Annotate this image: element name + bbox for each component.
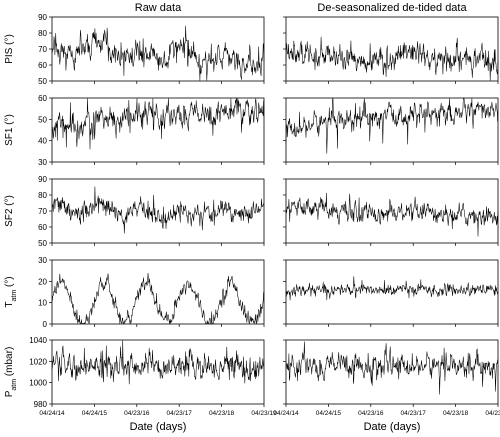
y-tick-label-4-0: 980 [34, 400, 48, 409]
y-tick-label-0-3: 80 [38, 29, 47, 38]
x-axis-label-0: Date (days) [130, 421, 187, 433]
panel-frame-1-0 [51, 97, 265, 163]
y-axis-label-3: Tatm (°) [4, 276, 18, 307]
y-tick-label-2-0: 50 [38, 239, 47, 248]
x-tick-label-1-3: 04/23/17 [401, 410, 427, 417]
x-tick-label-0-1: 04/24/15 [82, 410, 108, 417]
x-tick-label-1-4: 04/23/18 [443, 410, 469, 417]
x-tick-label-0-3: 04/23/17 [167, 410, 193, 417]
series-line-0-1 [285, 36, 499, 81]
y-axis-label-0: PIS (°) [4, 34, 15, 64]
y-axis-label-4: Patm (mbar) [4, 347, 18, 398]
series-line-1-0 [51, 98, 265, 150]
y-tick-label-3-0: 0 [43, 320, 48, 329]
x-tick-label-0-2: 04/23/16 [124, 410, 150, 417]
y-tick-label-3-1: 10 [38, 299, 47, 308]
y-tick-label-4-2: 1020 [29, 357, 47, 366]
y-tick-label-2-3: 80 [38, 191, 47, 200]
x-tick-label-0-5: 04/23/19 [251, 410, 277, 417]
y-tick-label-3-2: 20 [38, 277, 47, 286]
series-line-4-1 [286, 341, 499, 395]
series-line-4-0 [51, 340, 265, 385]
panel-frame-4-1 [285, 339, 499, 405]
y-tick-label-1-2: 50 [38, 115, 47, 124]
y-tick-label-1-3: 60 [38, 94, 47, 103]
column-title-0: Raw data [135, 2, 182, 14]
x-tick-label-1-0: 04/24/14 [273, 410, 299, 417]
series-line-0-0 [51, 25, 265, 81]
y-tick-label-1-1: 40 [38, 137, 47, 146]
x-tick-label-0-0: 04/24/14 [39, 410, 65, 417]
series-line-1-1 [285, 98, 499, 154]
y-tick-label-0-2: 70 [38, 45, 47, 54]
x-tick-label-1-5: 04/23/19 [485, 410, 500, 417]
y-tick-label-2-4: 90 [38, 175, 47, 184]
y-tick-label-4-1: 1000 [29, 379, 47, 388]
panel-frame-4-0 [51, 339, 265, 405]
y-axis-label-1: SF1 (°) [4, 114, 15, 146]
panel-frame-3-0 [51, 259, 265, 325]
x-tick-label-1-1: 04/24/15 [316, 410, 342, 417]
y-tick-label-1-0: 30 [38, 158, 47, 167]
y-axis-label-2: SF2 (°) [4, 195, 15, 227]
y-tick-label-0-4: 90 [38, 13, 47, 22]
y-tick-label-2-2: 70 [38, 207, 47, 216]
y-tick-label-3-3: 30 [38, 256, 47, 265]
series-line-3-0 [51, 272, 265, 324]
panel-frame-1-1 [285, 97, 499, 163]
x-axis-label-1: Date (days) [364, 421, 421, 433]
series-line-2-0 [51, 186, 265, 234]
y-tick-label-0-0: 50 [38, 77, 47, 86]
x-tick-label-0-4: 04/23/18 [209, 410, 235, 417]
y-tick-label-4-3: 1040 [29, 336, 47, 345]
column-title-1: De-seasonalized de-tided data [317, 2, 467, 14]
y-tick-label-0-1: 60 [38, 61, 47, 70]
y-tick-label-2-1: 60 [38, 223, 47, 232]
x-tick-label-1-2: 04/23/16 [358, 410, 384, 417]
series-line-3-1 [285, 276, 499, 301]
series-line-2-1 [285, 192, 499, 237]
